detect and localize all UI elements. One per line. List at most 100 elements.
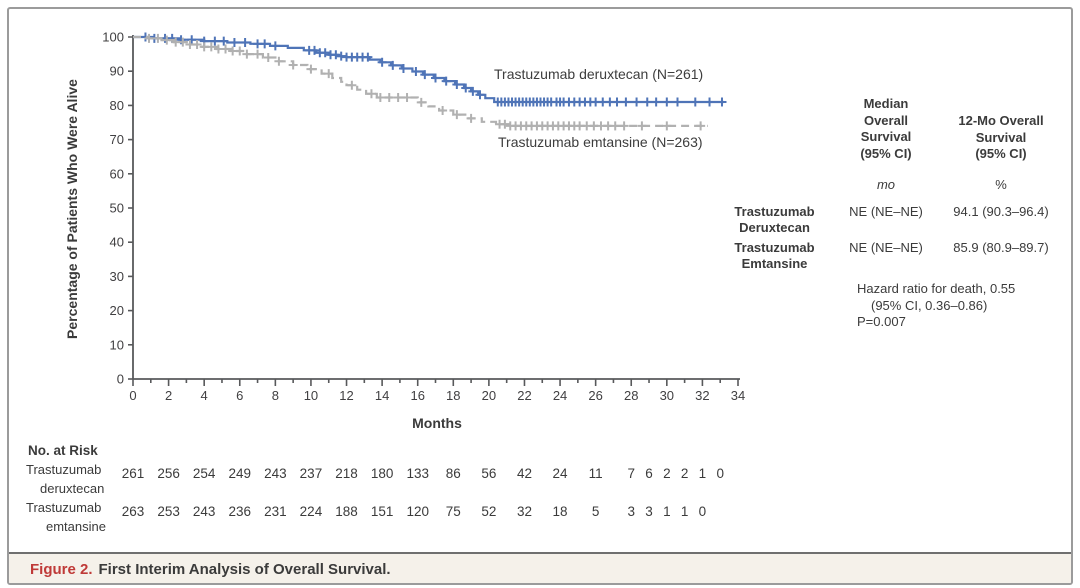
risk-row-values-trastuzumab-deruxtecan: 261 256 254 249 243 237 218 180 133 86 56 42 24 11 7 6 2… xyxy=(122,466,724,481)
y-axis-title: Percentage of Patients Who Were Alive xyxy=(64,79,80,339)
risk-count: 24 xyxy=(553,466,569,481)
risk-count: 2 xyxy=(681,466,689,481)
x-tick-label: 0 xyxy=(129,388,136,403)
y-tick-label: 60 xyxy=(110,166,124,181)
x-tick-label: 10 xyxy=(304,388,318,403)
risk-count: 133 xyxy=(406,466,429,481)
risk-count: 188 xyxy=(335,504,358,519)
series-line-trastuzumab-emtansine xyxy=(133,35,708,127)
figure-caption-text: First Interim Analysis of Overall Surviv… xyxy=(98,561,391,578)
risk-count: 253 xyxy=(157,504,180,519)
x-tick-label: 28 xyxy=(624,388,638,403)
p-value-text: P=0.007 xyxy=(857,314,906,329)
risk-count: 243 xyxy=(193,504,216,519)
stats-row-label-emtansine: Trastuzumab Emtansine xyxy=(734,240,815,271)
risk-count: 236 xyxy=(228,504,251,519)
hazard-ratio-block: Hazard ratio for death, 0.55 (95% CI, 0.… xyxy=(857,281,1071,331)
y-tick-label: 50 xyxy=(110,201,124,216)
x-tick-label: 14 xyxy=(375,388,389,403)
x-tick-label: 16 xyxy=(410,388,424,403)
series-trastuzumab-deruxtecan xyxy=(133,32,727,107)
risk-count: 0 xyxy=(699,504,707,519)
x-tick-label: 6 xyxy=(236,388,243,403)
y-tick-label: 10 xyxy=(110,337,124,352)
risk-count: 1 xyxy=(699,466,707,481)
risk-count: 263 xyxy=(122,504,145,519)
risk-count: 32 xyxy=(517,504,532,519)
stats-header-12mo-os: 12-Mo Overall Survival (95% CI) xyxy=(958,113,1044,161)
y-tick-label: 80 xyxy=(110,98,124,113)
series-trastuzumab-emtansine xyxy=(133,33,708,131)
risk-row-values-trastuzumab-emtansine: 263 253 243 236 231 224 188 151 120 75 52 32 18 5 3 3 1 1… xyxy=(122,504,706,519)
y-tick-label: 30 xyxy=(110,269,124,284)
y-tick-label: 0 xyxy=(117,372,124,387)
risk-count: 5 xyxy=(592,504,600,519)
risk-count: 256 xyxy=(157,466,180,481)
y-axis-ticks xyxy=(128,36,133,380)
x-tick-label: 18 xyxy=(446,388,460,403)
risk-count: 52 xyxy=(481,504,496,519)
risk-count: 231 xyxy=(264,504,287,519)
risk-count: 249 xyxy=(228,466,251,481)
risk-row-label-emtansine-line2: emtansine xyxy=(46,519,106,534)
risk-count: 243 xyxy=(264,466,287,481)
hazard-ci-text: (95% CI, 0.36–0.86) xyxy=(871,297,988,313)
y-tick-labels: 0 10 20 30 40 50 60 70 80 90 100 xyxy=(102,30,124,387)
risk-count: 11 xyxy=(589,466,603,481)
curve-label-emtansine: Trastuzumab emtansine (N=263) xyxy=(498,134,703,150)
x-tick-labels: 0 2 4 6 8 10 12 14 16 18 20 22 24 26 28 30 32 34 xyxy=(129,388,745,403)
y-tick-label: 90 xyxy=(110,64,124,79)
x-tick-label: 26 xyxy=(588,388,602,403)
stats-12mo-emtansine: 85.9 (80.9–89.7) xyxy=(953,240,1049,255)
risk-count: 42 xyxy=(517,466,532,481)
risk-count: 0 xyxy=(716,466,724,481)
x-tick-label: 30 xyxy=(660,388,674,403)
stats-unit-percent: % xyxy=(995,177,1007,192)
x-axis-title: Months xyxy=(412,415,462,431)
x-axis-ticks xyxy=(132,379,739,386)
censor-marks-trastuzumab-emtansine xyxy=(144,33,706,131)
risk-count: 218 xyxy=(335,466,358,481)
stats-median-deruxtecan: NE (NE–NE) xyxy=(849,204,923,219)
x-tick-label: 8 xyxy=(272,388,279,403)
curve-label-deruxtecan: Trastuzumab deruxtecan (N=261) xyxy=(494,66,704,82)
caption-divider xyxy=(9,552,1071,554)
risk-count: 237 xyxy=(300,466,323,481)
x-tick-label: 34 xyxy=(731,388,745,403)
risk-count: 151 xyxy=(371,504,394,519)
y-tick-label: 20 xyxy=(110,303,124,318)
risk-count: 1 xyxy=(681,504,689,519)
risk-table-title: No. at Risk xyxy=(28,443,98,458)
x-tick-label: 12 xyxy=(339,388,353,403)
risk-count: 1 xyxy=(663,504,671,519)
risk-count: 7 xyxy=(627,466,635,481)
stats-row-label-deruxtecan: Trastuzumab Deruxtecan xyxy=(734,204,815,235)
x-tick-label: 2 xyxy=(165,388,172,403)
y-tick-label: 40 xyxy=(110,235,124,250)
stats-12mo-deruxtecan: 94.1 (90.3–96.4) xyxy=(953,204,1049,219)
risk-count: 224 xyxy=(300,504,323,519)
figure-number: Figure 2. xyxy=(30,561,93,578)
y-tick-label: 100 xyxy=(102,30,124,45)
stats-header-median-os: Median Overall Survival (95% CI) xyxy=(860,96,912,161)
risk-count: 120 xyxy=(406,504,429,519)
risk-row-label-emtansine-line1: Trastuzumab xyxy=(26,500,102,515)
risk-count: 180 xyxy=(371,466,394,481)
y-tick-label: 70 xyxy=(110,132,124,147)
risk-count: 86 xyxy=(446,466,461,481)
risk-count: 261 xyxy=(122,466,145,481)
risk-count: 3 xyxy=(627,504,635,519)
risk-count: 6 xyxy=(645,466,653,481)
risk-count: 2 xyxy=(663,466,671,481)
censor-marks-trastuzumab-deruxtecan xyxy=(140,32,727,107)
x-tick-label: 32 xyxy=(695,388,709,403)
x-tick-label: 4 xyxy=(201,388,208,403)
x-tick-label: 24 xyxy=(553,388,567,403)
x-tick-label: 20 xyxy=(482,388,496,403)
risk-count: 56 xyxy=(481,466,496,481)
risk-count: 3 xyxy=(645,504,653,519)
stats-unit-months: mo xyxy=(876,177,896,192)
km-plot: 0 2 4 6 8 10 12 14 16 18 20 22 24 26 28 30 32 34010203040… xyxy=(102,30,745,520)
axes xyxy=(132,35,740,380)
risk-count: 254 xyxy=(193,466,216,481)
